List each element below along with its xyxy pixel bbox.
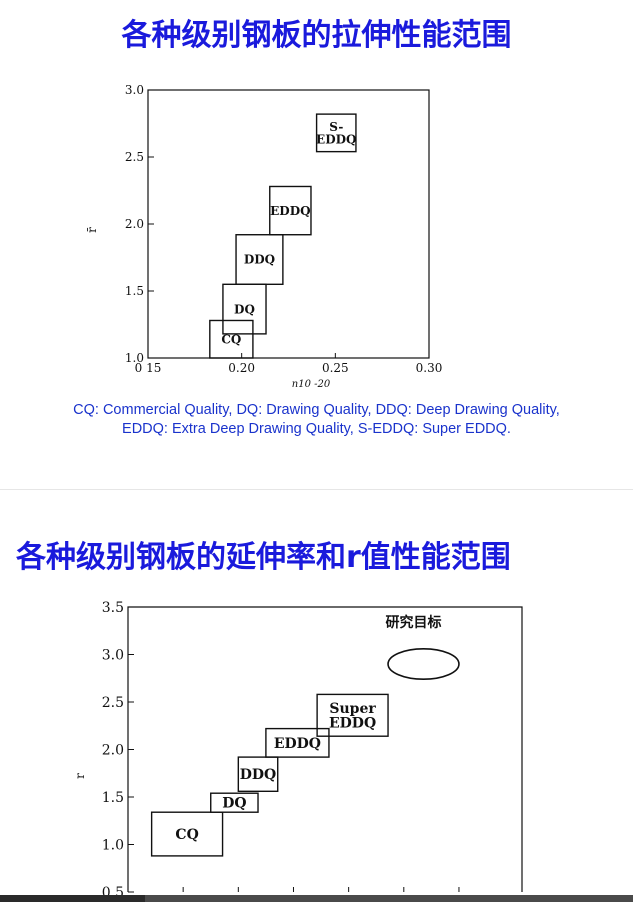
- bottom-bar: [0, 895, 633, 902]
- chart2-y-tick-label-5: 3.0: [102, 648, 124, 664]
- chart1-y-tick-label-2: 2.0: [125, 217, 144, 231]
- chart1-y-ticks: 1.0 1.5 2.0 2.5 3.0: [125, 83, 154, 365]
- chart2-y-tick-label-4: 2.5: [102, 695, 124, 711]
- chart1-y-axis-label: r̄: [85, 227, 99, 233]
- caption-line-2: EDDQ: Extra Deep Drawing Quality, S-EDDQ…: [122, 421, 511, 437]
- chart2-y-axis-label: r: [73, 773, 87, 779]
- chart2-y-tick-label-6: 3.5: [102, 600, 124, 616]
- chart1-y-tick-label-4: 3.0: [125, 83, 144, 97]
- chart2-target-ellipse: [387, 647, 460, 680]
- chart2-box-label-0: CQ: [175, 827, 198, 843]
- chart2-plot-frame: [127, 606, 523, 892]
- slide2-title: 各种级别钢板的延伸率和r值性能范围: [16, 540, 511, 575]
- chart2-box-1: [210, 792, 259, 813]
- bottom-bar-segment: [0, 895, 145, 902]
- chart2-box-2: [237, 756, 279, 793]
- chart1-box-label-0: CQ: [221, 332, 241, 346]
- chart2-box-label-4: Super EDDQ: [329, 701, 376, 732]
- chart1-box-2: [235, 234, 284, 285]
- slide-divider: [0, 489, 633, 490]
- chart1-x-tick-label-0: 0 15: [135, 361, 162, 375]
- chart1-caption: CQ: Commercial Quality, DQ: Drawing Qual…: [0, 401, 633, 439]
- chart2-y-tick-label-1: 1.0: [102, 838, 124, 854]
- chart2-y-tick-label-3: 2.0: [102, 743, 124, 759]
- chart2-box-3: [265, 727, 330, 758]
- chart1-y-tick-label-0: 1.0: [125, 351, 144, 365]
- chart1-plot-frame: [147, 89, 430, 359]
- chart2-box-4: [316, 693, 389, 737]
- chart1-y-tick-label-1: 1.5: [125, 284, 144, 298]
- chart2-box-label-1: DQ: [222, 796, 246, 812]
- chart1-tensile-range: 1.0 1.5 2.0 2.5 3.0 0 15 0.20 0.25 0.30 CQ DQ DDQ…: [85, 83, 443, 390]
- chart1-box-4: [315, 113, 357, 153]
- chart2-box-label-3: EDDQ: [274, 736, 321, 752]
- chart1-box-3: [269, 185, 312, 236]
- chart1-x-tick-label-3: 0.30: [416, 361, 443, 375]
- chart2-box-label-2: DDQ: [240, 767, 276, 783]
- chart2-box-0: [150, 811, 224, 857]
- chart1-box-label-3: EDDQ: [270, 204, 310, 218]
- chart1-box-label-1: DQ: [234, 302, 255, 316]
- chart1-box-label-2: DDQ: [244, 253, 275, 267]
- chart1-boxes: CQ DQ DDQ EDDQ S-EDDQ: [209, 113, 357, 359]
- chart2-target: 研究目标: [386, 614, 460, 680]
- chart1-x-axis-label: n10 -20: [292, 379, 331, 390]
- slide1-title: 各种级别钢板的拉伸性能范围: [121, 18, 512, 53]
- chart1-x-tick-label-1: 0.20: [228, 361, 255, 375]
- chart1-box-0: [209, 319, 254, 359]
- chart1-box-label-4: S-EDDQ: [316, 120, 356, 147]
- chart1-x-tick-label-2: 0.25: [322, 361, 349, 375]
- chart2-boxes: CQ DQ DDQ EDDQ Super EDDQ: [150, 693, 389, 857]
- chart2-y-tick-label-2: 1.5: [102, 790, 124, 806]
- chart1-y-tick-label-3: 2.5: [125, 150, 144, 164]
- caption-line-1: CQ: Commercial Quality, DQ: Drawing Qual…: [73, 402, 560, 418]
- chart1-x-ticks: 0 15 0.20 0.25 0.30: [135, 353, 443, 375]
- chart2-target-label: 研究目标: [386, 614, 442, 631]
